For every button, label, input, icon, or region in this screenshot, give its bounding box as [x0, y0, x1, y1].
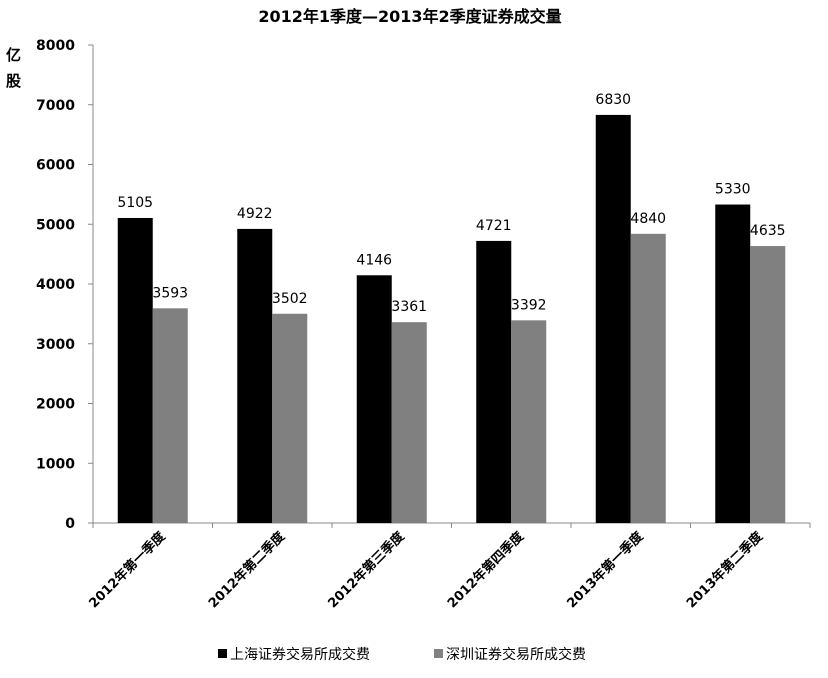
- y-tick-label: 4000: [36, 277, 75, 293]
- y-axis-label-line-2: 股: [6, 72, 22, 90]
- data-label: 3502: [272, 291, 308, 307]
- bar-shenzhen: [630, 233, 666, 523]
- bars-group: 5105 3593 4922 3502 4146 3361 4721 3392 6830 4840…: [117, 92, 786, 523]
- data-label: 5330: [715, 182, 751, 198]
- legend-label: 上海证券交易所成交费: [230, 646, 370, 663]
- y-tick-label: 3000: [36, 337, 75, 353]
- y-tick-label: 7000: [36, 98, 75, 114]
- bar-shanghai: [356, 275, 392, 523]
- y-tick-label: 5000: [36, 217, 75, 233]
- chart-title: 2012年1季度—2013年2季度证券成交量: [258, 7, 561, 26]
- data-label: 4840: [630, 211, 666, 227]
- data-label: 4146: [356, 252, 392, 268]
- legend-swatch: [434, 649, 443, 658]
- y-axis-label: 亿股: [6, 46, 22, 90]
- y-axis-label-line-1: 亿: [6, 46, 21, 64]
- bar-shanghai: [595, 114, 631, 523]
- data-label: 3361: [391, 299, 427, 315]
- legend: 上海证券交易所成交费 深圳证券交易所成交费: [218, 646, 586, 663]
- x-tick-label: 2012年第二季度: [205, 528, 289, 612]
- y-tick-label: 8000: [36, 38, 75, 54]
- data-label: 3593: [152, 285, 188, 301]
- y-axis-ticks: 0 1000 2000 3000 4000 5000 6000 7000 8000: [36, 38, 93, 532]
- data-label: 4922: [237, 206, 273, 222]
- x-tick-label: 2013年第二季度: [683, 528, 767, 612]
- bar-shenzhen: [511, 320, 547, 523]
- data-label: 3392: [511, 297, 547, 313]
- y-tick-label: 2000: [36, 397, 75, 413]
- y-tick-label: 1000: [36, 456, 75, 472]
- bar-shanghai: [476, 240, 512, 523]
- bar-shenzhen: [750, 246, 786, 523]
- bar-shenzhen: [152, 308, 188, 523]
- legend-label: 深圳证券交易所成交费: [446, 646, 586, 663]
- bar-shenzhen: [391, 322, 427, 523]
- x-axis-ticks: 2012年第一季度 2012年第二季度 2012年第三季度 2012年第四季度 2013…: [86, 523, 811, 612]
- data-label: 4721: [476, 218, 512, 234]
- legend-swatch: [218, 649, 227, 658]
- y-tick-label: 0: [65, 516, 75, 532]
- bar-shanghai: [237, 228, 273, 523]
- x-tick-label: 2012年第四季度: [444, 528, 528, 612]
- data-label: 6830: [595, 92, 631, 108]
- y-tick-label: 6000: [36, 158, 75, 174]
- x-tick-label: 2013年第一季度: [564, 528, 648, 612]
- data-label: 5105: [117, 195, 153, 211]
- x-tick-label: 2012年第一季度: [86, 528, 170, 612]
- data-label: 4635: [750, 223, 786, 239]
- x-tick-label: 2012年第三季度: [325, 528, 409, 612]
- bar-shanghai: [117, 217, 153, 523]
- bar-shanghai: [715, 204, 751, 523]
- bar-shenzhen: [272, 313, 308, 523]
